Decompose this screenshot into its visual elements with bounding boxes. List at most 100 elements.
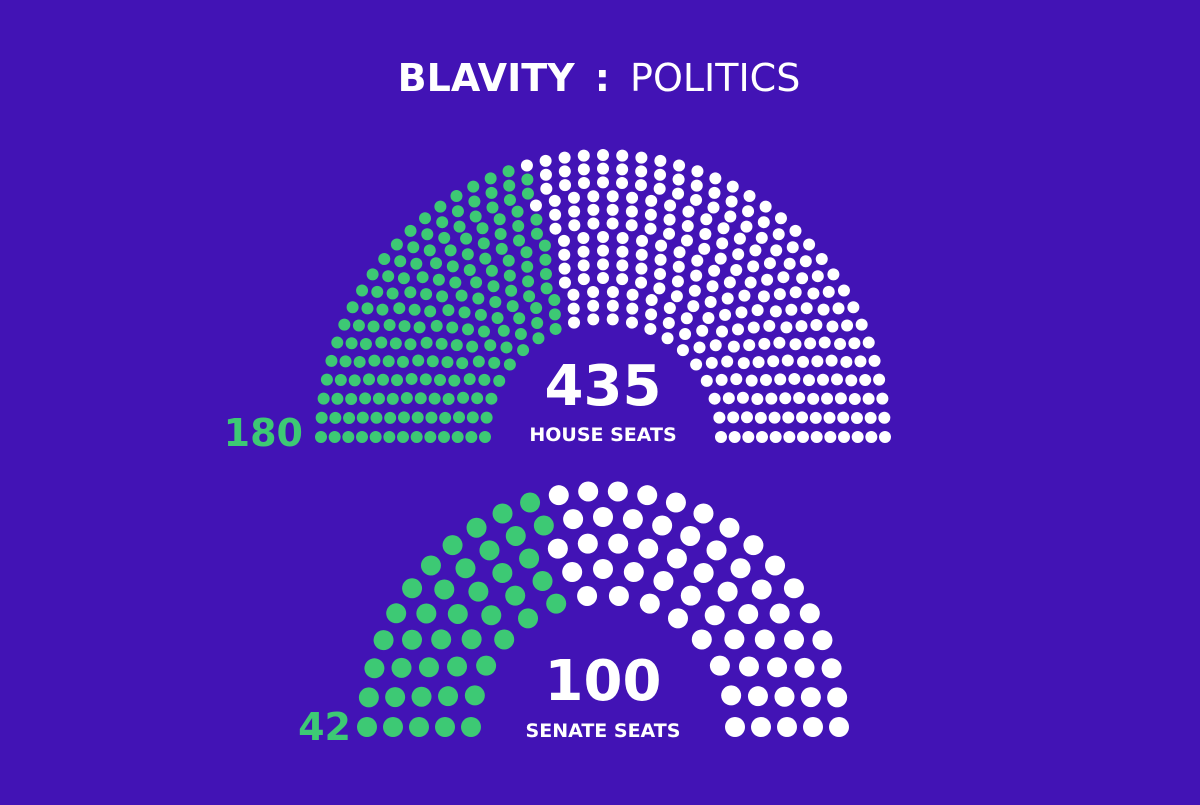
house-highlighted-seat <box>530 301 543 314</box>
house-remaining-seat <box>539 168 552 181</box>
senate-highlighted-seat <box>438 686 459 707</box>
house-highlighted-seat <box>466 411 479 424</box>
house-remaining-seat <box>769 305 782 318</box>
house-remaining-seat <box>733 232 746 245</box>
house-highlighted-seat <box>386 287 399 300</box>
senate-highlighted-seat <box>532 571 553 592</box>
senate-remaining-seat <box>706 540 727 561</box>
house-remaining-seat <box>626 302 639 315</box>
house-highlighted-seat <box>539 253 552 266</box>
senate-remaining-seat <box>665 492 686 513</box>
senate-remaining-seat <box>751 717 771 737</box>
senate-highlighted-seat <box>418 657 439 678</box>
house-remaining-seat <box>568 219 581 232</box>
senate-remaining-seat <box>774 686 795 707</box>
house-highlighted-seat <box>412 354 425 367</box>
senate-highlighted-seat <box>364 658 385 679</box>
senate-remaining-seat <box>639 593 660 614</box>
house-highlighted-seat <box>423 244 436 257</box>
senate-highlighted-seat <box>533 515 554 536</box>
house-remaining-seat <box>807 392 820 405</box>
senate-remaining-seat <box>751 579 772 600</box>
house-remaining-seat <box>743 339 756 352</box>
house-remaining-seat <box>783 257 796 270</box>
house-highlighted-seat <box>441 356 454 369</box>
senate-remaining-seat <box>709 655 730 676</box>
house-highlighted-seat <box>383 319 396 331</box>
house-highlighted-seat <box>378 253 391 266</box>
house-remaining-seat <box>672 187 685 200</box>
house-remaining-seat <box>730 373 743 386</box>
house-remaining-seat <box>756 431 768 443</box>
house-highlighted-seat <box>442 392 455 405</box>
senate-highlighted-seat <box>358 687 379 708</box>
house-highlighted-seat <box>375 336 388 349</box>
house-remaining-seat <box>817 303 830 316</box>
house-highlighted-seat <box>419 373 432 386</box>
house-highlighted-seat <box>491 311 504 324</box>
house-remaining-seat <box>645 308 658 321</box>
house-remaining-seat <box>577 245 590 258</box>
house-remaining-seat <box>687 300 700 313</box>
house-remaining-seat <box>716 325 729 338</box>
house-remaining-seat <box>781 354 794 367</box>
house-highlighted-seat <box>520 246 533 259</box>
house-highlighted-seat <box>548 294 561 307</box>
house-remaining-seat <box>548 194 561 207</box>
house-highlighted-seat <box>521 260 534 273</box>
house-remaining-seat <box>645 194 658 207</box>
house-highlighted-seat <box>420 288 433 301</box>
house-remaining-seat <box>728 431 741 443</box>
house-highlighted-seat <box>367 320 380 333</box>
house-remaining-seat <box>626 191 639 204</box>
house-highlighted-seat <box>458 306 471 319</box>
house-remaining-seat <box>796 272 809 285</box>
house-remaining-seat <box>862 336 875 349</box>
senate-highlighted-seat <box>373 630 394 651</box>
senate-remaining-seat <box>794 657 815 678</box>
house-remaining-seat <box>864 411 877 424</box>
house-remaining-seat <box>740 220 753 233</box>
house-remaining-seat <box>653 282 666 295</box>
house-remaining-seat <box>700 213 713 226</box>
house-highlighted-seat <box>487 280 500 293</box>
house-highlighted-seat <box>424 431 437 443</box>
house-highlighted-seat <box>444 244 457 257</box>
senate-highlighted-seat <box>518 608 539 629</box>
house-remaining-seat <box>770 244 783 257</box>
house-remaining-seat <box>757 290 770 303</box>
house-highlighted-seat <box>495 242 508 255</box>
house-remaining-seat <box>799 255 812 268</box>
senate-remaining-seat <box>738 656 759 677</box>
house-highlighted-seat <box>453 220 466 233</box>
house-highlighted-seat <box>432 273 445 286</box>
house-highlighted-seat <box>493 374 506 387</box>
house-highlighted-seat <box>513 312 526 325</box>
house-remaining-seat <box>732 248 745 261</box>
house-remaining-seat <box>774 373 787 386</box>
house-highlighted-seat <box>328 431 341 443</box>
house-remaining-seat <box>730 263 743 276</box>
house-remaining-seat <box>800 302 813 315</box>
house-remaining-seat <box>825 354 838 367</box>
house-remaining-seat <box>708 392 721 405</box>
house-remaining-seat <box>577 177 590 190</box>
house-remaining-seat <box>742 205 755 218</box>
house-highlighted-seat <box>530 213 543 226</box>
house-remaining-seat <box>851 431 864 443</box>
senate-caption: SENATE SEATS <box>526 720 681 742</box>
house-highlighted-seat <box>410 431 423 443</box>
house-highlighted-seat <box>456 357 469 370</box>
house-remaining-seat <box>635 276 648 289</box>
house-remaining-seat <box>672 173 685 186</box>
house-highlighted-seat <box>485 264 498 277</box>
house-highlighted-seat <box>476 222 489 235</box>
house-highlighted-seat <box>317 392 330 405</box>
senate-highlighted-seat <box>431 629 452 650</box>
house-remaining-seat <box>719 308 732 321</box>
house-remaining-seat <box>663 227 676 240</box>
house-remaining-seat <box>747 260 760 273</box>
house-remaining-seat <box>740 411 753 424</box>
house-remaining-seat <box>606 299 619 312</box>
house-remaining-seat <box>845 374 858 387</box>
